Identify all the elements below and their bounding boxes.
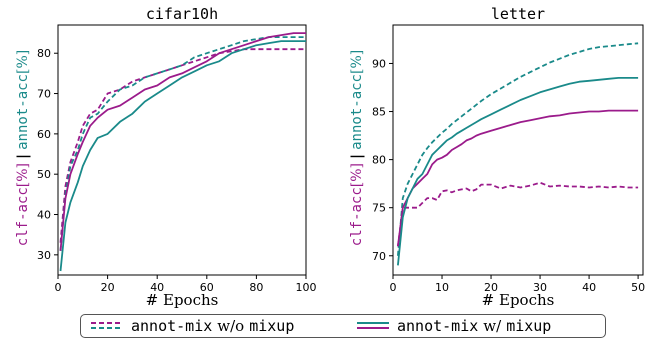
legend: annot-mix w/o mixup annot-mix w/mixup: [80, 314, 606, 338]
series-line-w-clf: [397, 109, 639, 247]
legend-name-wo: annot-mix: [131, 317, 212, 335]
y-label-unit1: [%]: [15, 163, 31, 187]
y-axis-label: clf-acc[%]|annot-acc[%]: [15, 50, 31, 246]
legend-suffix-wo: mixup: [249, 317, 294, 335]
legend-graphics: annot-mix w/o mixup annot-mix w/mixup: [91, 317, 551, 335]
x-tick-label: 80: [249, 281, 263, 294]
y-label-part2: annot-acc: [349, 74, 365, 150]
x-axis-label: # Epochs: [146, 291, 219, 309]
y-tick-label: 90: [372, 57, 386, 70]
chart-title: letter: [491, 5, 545, 23]
y-tick-label: 80: [37, 47, 51, 60]
y-label-separator: |: [15, 154, 31, 159]
y-label-part1: clf-acc: [349, 187, 365, 246]
y-tick-label: 75: [372, 202, 386, 215]
y-tick-label: 80: [372, 154, 386, 167]
legend-qualifier-w: w/: [483, 317, 502, 335]
y-tick-label: 40: [37, 209, 51, 222]
x-tick-label: 60: [200, 281, 214, 294]
series-line-wo-annot: [59, 36, 306, 251]
series-line-w-annot: [59, 40, 306, 272]
series-line-wo-clf: [397, 181, 639, 247]
panel-cifar10h: cifar10h # Epochs clf-acc[%]|annot-acc[%…: [15, 5, 317, 309]
y-label-unit2: [%]: [15, 50, 31, 74]
series-line-wo-clf: [59, 48, 306, 243]
x-tick-label: 0: [55, 281, 62, 294]
x-tick-label: 10: [435, 281, 449, 294]
y-tick-label: 60: [37, 128, 51, 141]
y-tick-label: 30: [37, 249, 51, 262]
x-axis-label: # Epochs: [482, 291, 555, 309]
legend-qualifier-wo: w/o: [217, 317, 244, 335]
y-axis-label: clf-acc[%]|annot-acc[%]: [349, 50, 365, 246]
x-tick-label: 0: [390, 281, 397, 294]
x-tick-label: 20: [484, 281, 498, 294]
panel-letter: letter # Epochs clf-acc[%]|annot-acc[%] …: [349, 5, 645, 309]
y-label-part2: annot-acc: [15, 74, 31, 150]
y-label-part1: clf-acc: [15, 187, 31, 246]
legend-suffix-w: mixup: [506, 317, 551, 335]
x-tick-label: 20: [101, 281, 115, 294]
series-line-w-annot: [397, 77, 639, 266]
y-tick-label: 85: [372, 106, 386, 119]
y-label-unit1: [%]: [349, 163, 365, 187]
y-tick-label: 70: [37, 88, 51, 101]
legend-name-w: annot-mix: [397, 317, 478, 335]
y-tick-label: 50: [37, 168, 51, 181]
legend-entry-w: annot-mix w/mixup: [397, 317, 551, 335]
plot-frame: [57, 24, 307, 276]
x-tick-label: 30: [533, 281, 547, 294]
x-tick-label: 40: [582, 281, 596, 294]
y-label-separator: |: [349, 154, 365, 159]
plot-frame: [392, 24, 644, 276]
x-tick-label: 50: [631, 281, 645, 294]
legend-entry-wo: annot-mix w/o mixup: [131, 317, 294, 335]
y-tick-label: 70: [372, 250, 386, 263]
chart-title: cifar10h: [146, 5, 218, 23]
y-label-unit2: [%]: [349, 50, 365, 74]
x-tick-label: 100: [296, 281, 317, 294]
series-line-w-clf: [59, 32, 306, 251]
x-tick-label: 40: [150, 281, 164, 294]
series-line-wo-annot: [397, 42, 639, 256]
